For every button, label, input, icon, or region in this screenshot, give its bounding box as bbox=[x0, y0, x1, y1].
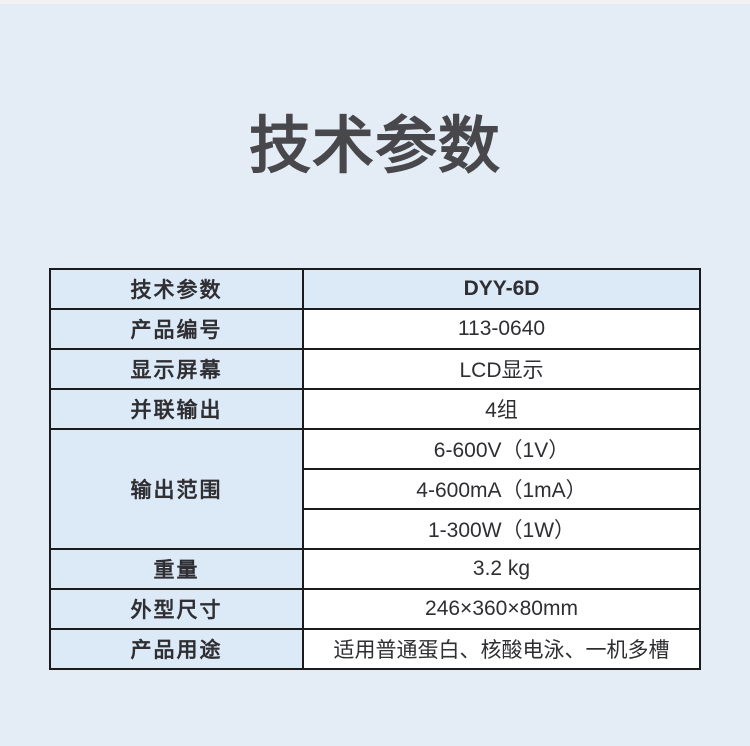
table-row-parallel-output: 并联输出 4组 bbox=[49, 388, 701, 430]
table-row-output-range-power: 1-300W（1W） bbox=[50, 508, 701, 550]
spec-label: 并联输出 bbox=[49, 388, 304, 430]
spec-value: 6-600V（1V） bbox=[302, 428, 701, 470]
spec-label-output-range: 输出范围 bbox=[49, 428, 304, 550]
spec-value: LCD显示 bbox=[302, 348, 701, 390]
spec-table: 技术参数 DYY-6D 产品编号 113-0640 显示屏幕 LCD显示 并联输… bbox=[49, 268, 701, 670]
spec-label: 重量 bbox=[49, 548, 304, 590]
spec-header-value: DYY-6D bbox=[302, 268, 701, 310]
spec-value: 113-0640 bbox=[302, 308, 701, 350]
spec-label: 外型尺寸 bbox=[49, 588, 304, 630]
table-row-output-range-current: 4-600mA（1mA） bbox=[50, 468, 701, 510]
table-row-display: 显示屏幕 LCD显示 bbox=[49, 348, 701, 390]
spec-label: 显示屏幕 bbox=[49, 348, 304, 390]
table-row-header: 技术参数 DYY-6D bbox=[49, 268, 701, 310]
spec-value: 适用普通蛋白、核酸电泳、一机多槽 bbox=[302, 628, 701, 670]
spec-value: 4组 bbox=[302, 388, 701, 430]
spec-value: 1-300W（1W） bbox=[302, 508, 701, 550]
spec-value: 246×360×80mm bbox=[302, 588, 701, 630]
spec-header-label: 技术参数 bbox=[49, 268, 304, 310]
spec-label: 产品编号 bbox=[49, 308, 304, 350]
table-row-dimensions: 外型尺寸 246×360×80mm bbox=[49, 588, 701, 630]
page-title: 技术参数 bbox=[248, 112, 501, 181]
spec-value: 4-600mA（1mA） bbox=[302, 468, 701, 510]
table-row-product-number: 产品编号 113-0640 bbox=[49, 308, 701, 350]
table-row-weight: 重量 3.2 kg bbox=[49, 548, 701, 590]
table-row-usage: 产品用途 适用普通蛋白、核酸电泳、一机多槽 bbox=[49, 628, 701, 670]
table-row-output-range-voltage: 输出范围 6-600V（1V） bbox=[49, 428, 701, 550]
top-strip bbox=[0, 0, 750, 4]
spec-value: 3.2 kg bbox=[302, 548, 701, 590]
spec-label: 产品用途 bbox=[49, 628, 304, 670]
